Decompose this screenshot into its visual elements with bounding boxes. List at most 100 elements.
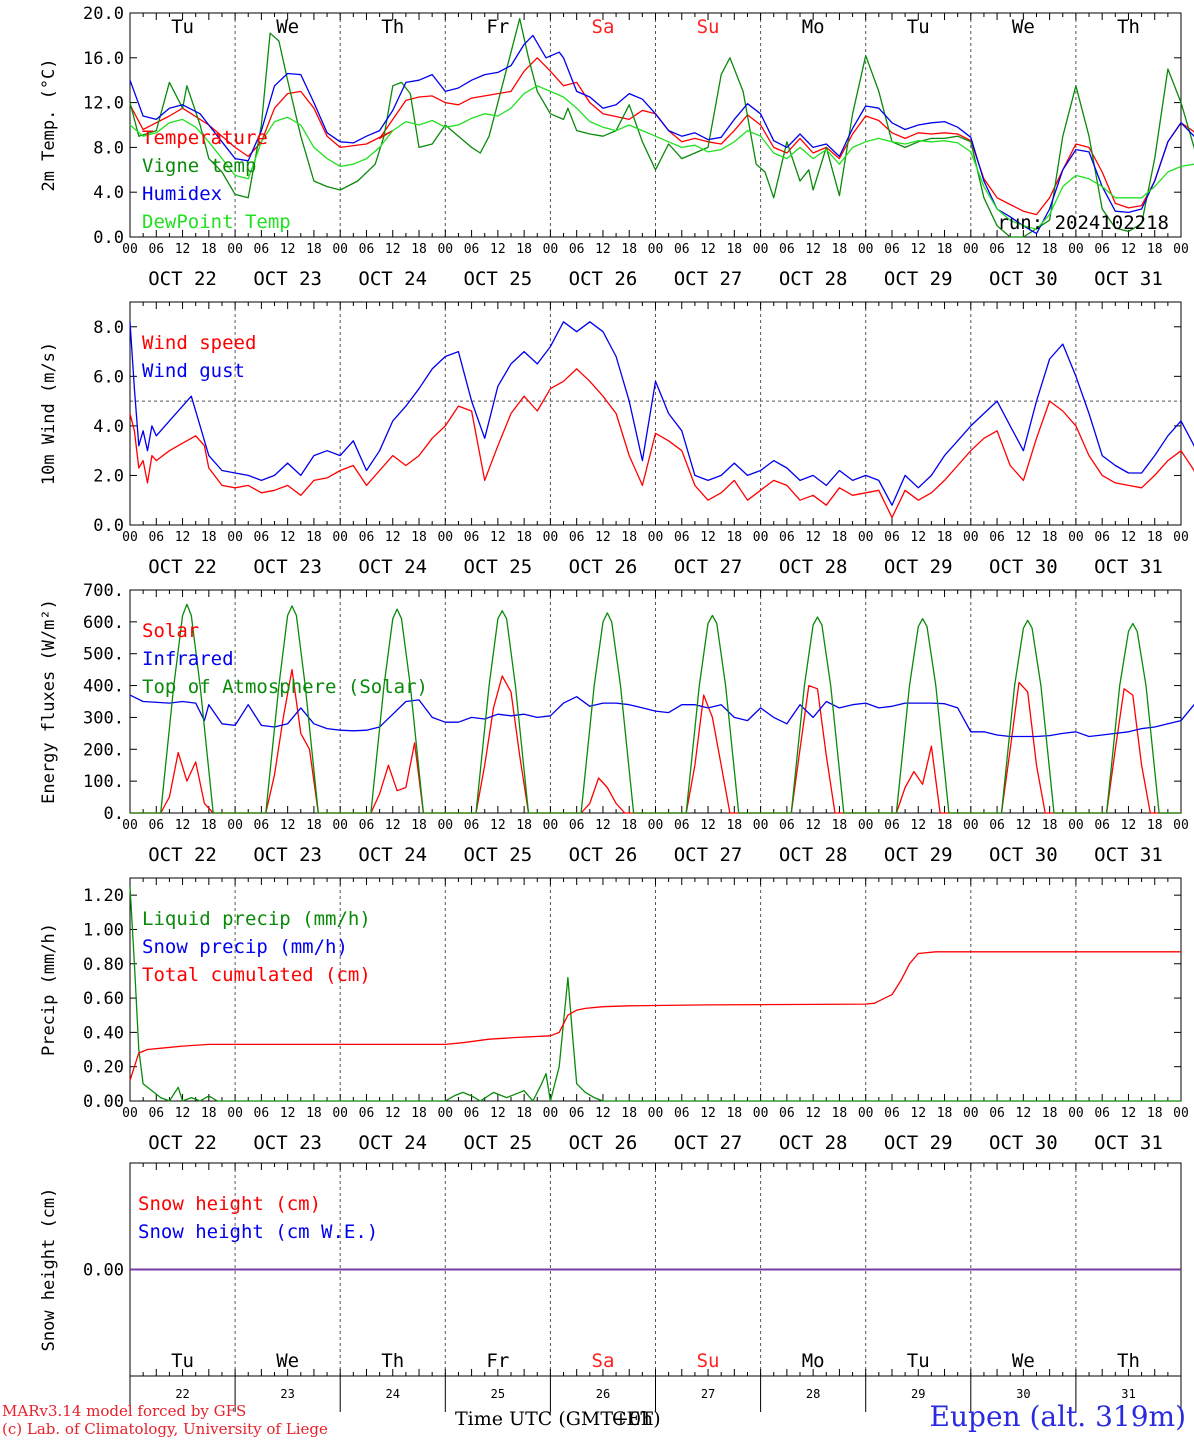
hour-label: 18 xyxy=(832,818,848,833)
legend-entry: Vigne temp xyxy=(142,155,256,177)
y-tick-label: 0.00 xyxy=(83,1092,124,1112)
day-number: 25 xyxy=(491,1387,505,1401)
series-line-red xyxy=(129,368,1194,519)
y-tick-label: 100. xyxy=(83,772,124,792)
hour-label: 00 xyxy=(963,242,979,257)
run-annotation: run: 2024102218 xyxy=(997,212,1169,234)
day-name: Su xyxy=(697,16,720,38)
y-tick-label: 0.20 xyxy=(83,1058,124,1078)
y-axis-label: 10m Wind (m/s) xyxy=(39,342,59,485)
date-label: OCT 28 xyxy=(779,556,848,578)
panel-5: 0.00 Snow height (cm) Snow height (cm) Snow… xyxy=(39,1162,1182,1412)
date-label: OCT 26 xyxy=(569,844,638,866)
hour-label: 12 xyxy=(490,1106,506,1121)
hour-label: 12 xyxy=(175,242,191,257)
hour-label: 18 xyxy=(621,1106,637,1121)
hour-label: 00 xyxy=(332,818,348,833)
hour-label: 18 xyxy=(516,530,532,545)
hour-label: 12 xyxy=(490,818,506,833)
hour-label: 18 xyxy=(832,242,848,257)
hour-label: 12 xyxy=(1016,818,1032,833)
hour-label: 06 xyxy=(359,1106,375,1121)
hour-label: 12 xyxy=(490,530,506,545)
date-label: OCT 30 xyxy=(989,556,1058,578)
date-label: OCT 29 xyxy=(884,268,953,290)
y-tick-label: 1.20 xyxy=(83,886,124,906)
hour-label: 18 xyxy=(1147,818,1163,833)
hour-label: 00 xyxy=(963,530,979,545)
date-label: OCT 25 xyxy=(464,1132,533,1154)
hour-label: 00 xyxy=(648,1106,664,1121)
hour-label: 18 xyxy=(201,242,217,257)
hour-label: 06 xyxy=(569,1106,585,1121)
y-tick-label: 12.0 xyxy=(83,94,124,114)
hour-label: 00 xyxy=(963,818,979,833)
hour-label: 12 xyxy=(805,1106,821,1121)
day-name: We xyxy=(1012,16,1035,38)
date-label: OCT 29 xyxy=(884,1132,953,1154)
series-line-red xyxy=(129,951,1181,1081)
hour-label: 18 xyxy=(201,530,217,545)
hour-label: 12 xyxy=(385,530,401,545)
hour-label: 06 xyxy=(989,818,1005,833)
date-label: OCT 29 xyxy=(884,556,953,578)
hour-label: 18 xyxy=(1147,530,1163,545)
hour-label: 12 xyxy=(385,1106,401,1121)
hour-label: 06 xyxy=(569,242,585,257)
panel-frame xyxy=(129,589,1182,814)
date-label: OCT 22 xyxy=(148,556,217,578)
hour-label: 06 xyxy=(674,1106,690,1121)
hour-label: 12 xyxy=(1121,818,1137,833)
day-name: Tu xyxy=(171,16,194,38)
hour-label: 18 xyxy=(516,242,532,257)
hour-label: 12 xyxy=(490,242,506,257)
day-number: 31 xyxy=(1121,1387,1135,1401)
hour-label: 18 xyxy=(1042,1106,1058,1121)
day-name: Tu xyxy=(171,1350,194,1372)
hour-label: 12 xyxy=(280,530,296,545)
hour-label: 12 xyxy=(805,242,821,257)
legend-entry: Liquid precip (mm/h) xyxy=(142,908,371,930)
day-name: Mo xyxy=(802,1350,825,1372)
hour-label: 00 xyxy=(1068,242,1084,257)
hour-label: 18 xyxy=(516,1106,532,1121)
hour-label: 00 xyxy=(227,1106,243,1121)
hour-label: 00 xyxy=(437,530,453,545)
hour-label: 00 xyxy=(543,530,559,545)
hour-label: 12 xyxy=(805,818,821,833)
day-name: Mo xyxy=(802,16,825,38)
legend-entry: Infrared xyxy=(142,648,234,670)
y-tick-label: 0.00 xyxy=(83,1261,124,1281)
date-label: OCT 26 xyxy=(569,268,638,290)
date-label: OCT 24 xyxy=(358,1132,427,1154)
series-line-lightgreen xyxy=(129,85,1194,230)
hour-label: 06 xyxy=(884,1106,900,1121)
day-name: Fr xyxy=(486,16,509,38)
day-number: 24 xyxy=(386,1387,400,1401)
legend-entry: DewPoint Temp xyxy=(142,211,291,233)
date-label: OCT 28 xyxy=(779,844,848,866)
hour-label: 06 xyxy=(359,242,375,257)
day-name: Su xyxy=(697,1350,720,1372)
hour-label: 18 xyxy=(411,1106,427,1121)
date-label: OCT 26 xyxy=(569,556,638,578)
hour-label: 18 xyxy=(516,818,532,833)
hour-label: 00 xyxy=(753,818,769,833)
hour-label: 12 xyxy=(910,818,926,833)
date-label: OCT 30 xyxy=(989,1132,1058,1154)
y-axis-label: Precip (mm/h) xyxy=(39,923,59,1056)
y-tick-label: 20.0 xyxy=(83,4,124,24)
hour-label: 18 xyxy=(621,530,637,545)
day-number: 26 xyxy=(596,1387,610,1401)
hour-label: 18 xyxy=(306,1106,322,1121)
y-tick-label: 0.40 xyxy=(83,1023,124,1043)
hour-label: 00 xyxy=(648,818,664,833)
hour-label: 06 xyxy=(569,530,585,545)
date-label: OCT 24 xyxy=(358,556,427,578)
hour-label: 06 xyxy=(884,818,900,833)
hour-label: 00 xyxy=(332,1106,348,1121)
hour-label: 12 xyxy=(910,530,926,545)
legend-entry: Top of Atmosphere (Solar) xyxy=(142,676,428,698)
hour-label: 18 xyxy=(306,530,322,545)
